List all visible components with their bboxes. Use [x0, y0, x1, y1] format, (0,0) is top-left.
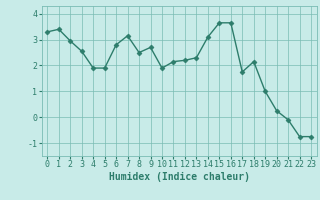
X-axis label: Humidex (Indice chaleur): Humidex (Indice chaleur)	[109, 172, 250, 182]
